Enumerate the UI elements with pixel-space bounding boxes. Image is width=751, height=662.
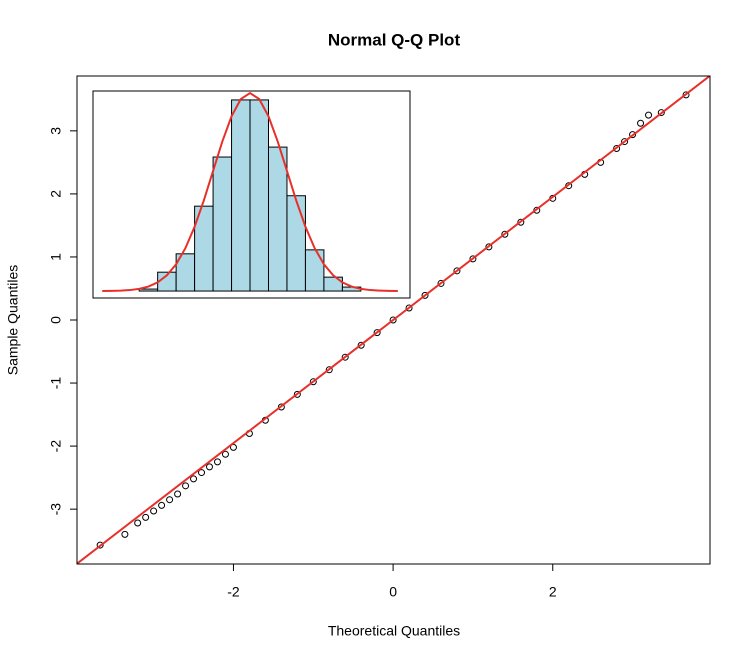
inset-histogram <box>92 90 411 299</box>
point <box>121 530 129 538</box>
y-tick-label: -2 <box>48 440 64 453</box>
inset-frame <box>92 90 411 299</box>
point <box>437 279 445 287</box>
bar <box>286 195 306 292</box>
x-tick-label: 2 <box>549 584 557 600</box>
y-tick-label: 3 <box>48 127 64 135</box>
bar <box>323 276 343 292</box>
bar <box>304 249 325 292</box>
point <box>657 109 665 117</box>
point <box>229 443 237 451</box>
x-tick-label: 0 <box>389 584 397 600</box>
bar <box>212 156 233 292</box>
point <box>309 378 317 386</box>
point <box>277 403 285 411</box>
point <box>357 341 365 349</box>
point <box>613 145 621 153</box>
point <box>293 390 301 398</box>
point <box>517 218 525 226</box>
point <box>682 91 690 99</box>
point <box>134 519 142 527</box>
point <box>221 450 229 458</box>
y-tick-label: -1 <box>48 377 64 390</box>
point <box>182 482 190 490</box>
bar <box>231 99 251 292</box>
point <box>389 316 397 324</box>
qq-plot: -2 0 2 -3 -2 -1 0 1 2 3 <box>48 76 710 600</box>
point <box>629 131 637 139</box>
point <box>206 463 214 471</box>
point <box>501 230 509 238</box>
point <box>213 458 221 466</box>
plot-frame <box>76 75 711 565</box>
point <box>190 475 198 483</box>
point <box>421 291 429 299</box>
point <box>469 255 477 263</box>
point <box>373 329 381 337</box>
chart-title: Normal Q-Q Plot <box>328 30 461 49</box>
y-tick-label: 2 <box>48 190 64 198</box>
x-tick-label: -2 <box>227 584 240 600</box>
point <box>637 119 645 127</box>
y-tick-label: 0 <box>48 316 64 324</box>
x-axis-title: Theoretical Quantiles <box>328 623 460 639</box>
point <box>96 541 104 549</box>
point <box>150 507 158 515</box>
point <box>485 243 493 251</box>
point <box>166 496 174 504</box>
bar <box>267 146 288 292</box>
point <box>405 304 413 312</box>
point <box>158 501 166 509</box>
point <box>341 353 349 361</box>
bar <box>138 288 159 292</box>
point <box>174 490 182 498</box>
point <box>453 267 461 275</box>
density-curve <box>102 91 398 293</box>
bar <box>249 99 269 292</box>
qq-line <box>77 76 710 564</box>
point <box>325 366 333 374</box>
point <box>621 138 629 146</box>
y-tick-label: -3 <box>48 503 64 516</box>
point <box>645 111 653 119</box>
point <box>142 513 150 521</box>
point <box>198 469 206 477</box>
y-tick-label: 1 <box>48 253 64 261</box>
y-axis-title: Sample Quantiles <box>5 265 21 376</box>
